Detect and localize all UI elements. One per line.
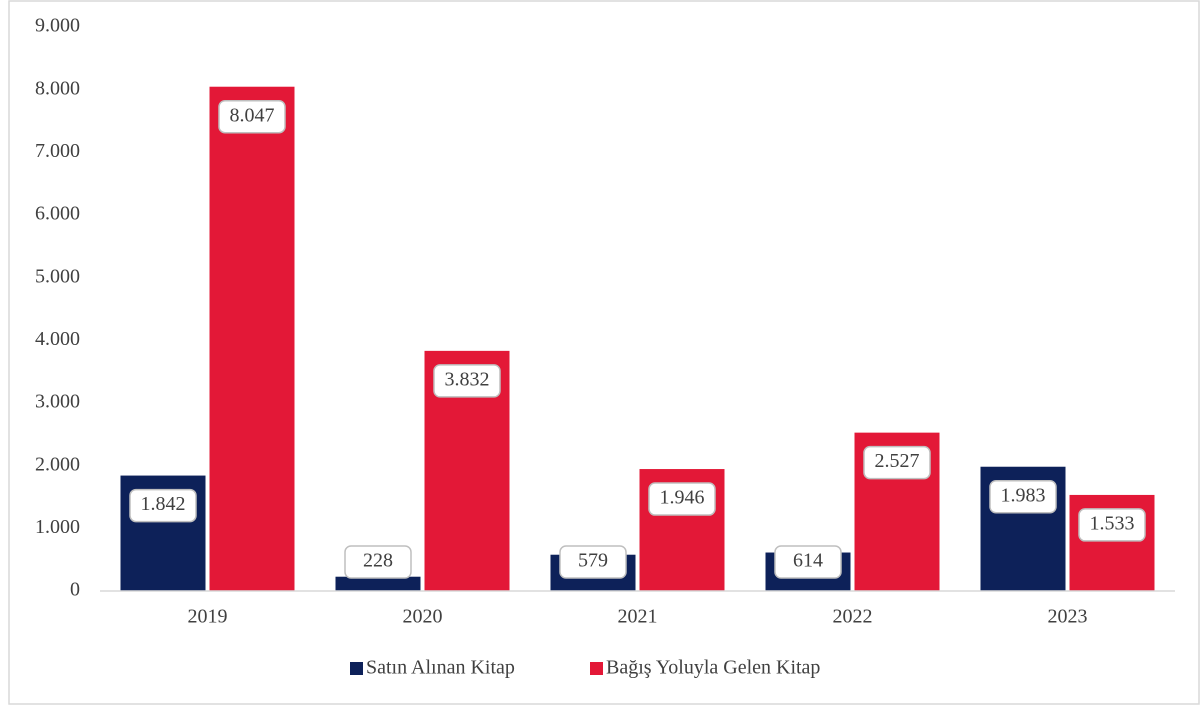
data-label-box bbox=[774, 545, 842, 579]
x-tick-label: 2020 bbox=[403, 606, 443, 628]
data-label-box bbox=[1078, 508, 1146, 542]
y-tick-label: 9.000 bbox=[35, 15, 80, 37]
data-label: 579 bbox=[578, 550, 608, 572]
legend-label: Satın Alınan Kitap bbox=[366, 657, 515, 679]
legend-swatch bbox=[590, 662, 603, 675]
y-tick-label: 7.000 bbox=[35, 140, 80, 162]
chart-border bbox=[8, 0, 1200, 705]
data-label-box bbox=[344, 545, 412, 579]
bar bbox=[335, 576, 421, 591]
data-label: 1.983 bbox=[1001, 484, 1046, 506]
data-label-box bbox=[863, 445, 931, 480]
y-tick-label: 4.000 bbox=[35, 328, 80, 350]
data-label-box bbox=[559, 545, 627, 579]
data-label-box bbox=[648, 482, 716, 516]
data-label: 228 bbox=[363, 550, 393, 572]
y-tick-label: 3.000 bbox=[35, 391, 80, 413]
data-label: 8.047 bbox=[230, 104, 275, 126]
data-label-box bbox=[433, 364, 501, 398]
x-tick-label: 2021 bbox=[618, 606, 658, 628]
y-tick-label: 8.000 bbox=[35, 77, 80, 99]
data-label: 3.832 bbox=[445, 368, 490, 390]
data-label-box bbox=[218, 99, 286, 134]
y-tick-label: 2.000 bbox=[35, 453, 80, 475]
bar bbox=[209, 86, 295, 591]
data-label: 2.527 bbox=[875, 450, 920, 472]
data-label: 1.842 bbox=[141, 493, 186, 515]
data-label: 1.946 bbox=[660, 487, 705, 509]
x-tick-label: 2022 bbox=[833, 606, 873, 628]
legend-label: Bağış Yoluyla Gelen Kitap bbox=[606, 657, 820, 679]
data-label-box bbox=[989, 479, 1057, 514]
data-label: 614 bbox=[793, 550, 823, 572]
data-label-box bbox=[129, 488, 197, 523]
data-label: 1.533 bbox=[1090, 513, 1135, 535]
x-tick-label: 2019 bbox=[188, 606, 228, 628]
legend-swatch bbox=[350, 662, 363, 675]
y-tick-label: 5.000 bbox=[35, 265, 80, 287]
y-tick-label: 1.000 bbox=[35, 516, 80, 538]
y-tick-label: 0 bbox=[70, 579, 80, 601]
x-tick-label: 2023 bbox=[1048, 606, 1088, 628]
y-tick-label: 6.000 bbox=[35, 203, 80, 225]
